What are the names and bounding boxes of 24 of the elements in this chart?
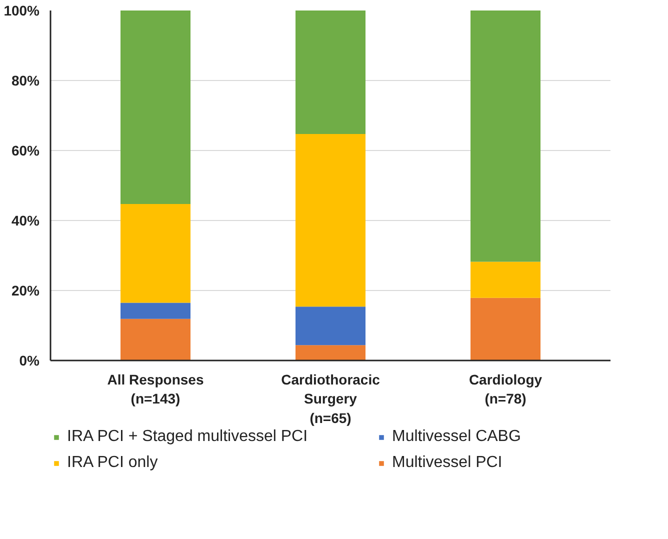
y-tick-label: 80% <box>11 72 40 88</box>
x-tick-label: Cardiology (n=78) <box>468 372 542 407</box>
bar <box>296 134 366 307</box>
y-tick-label: 40% <box>11 212 40 228</box>
legend-label: Multivessel CABG <box>392 428 522 446</box>
bar <box>296 10 366 134</box>
legend-label: Multivessel PCI <box>392 454 504 472</box>
bar <box>470 262 540 298</box>
legend-label: IRA PCI + Staged multivessel PCI <box>67 428 309 446</box>
bar <box>470 298 540 360</box>
x-tick-label: Cardiothoracic Surgery (n=65) <box>281 372 380 426</box>
bar <box>120 302 190 319</box>
x-tick-label: All Responses (n=143) <box>107 372 204 407</box>
bar <box>470 10 540 262</box>
bar <box>296 306 366 346</box>
bar <box>296 345 366 360</box>
y-tick-label: 0% <box>19 352 40 368</box>
bar <box>120 204 190 303</box>
bar <box>120 10 190 204</box>
bar <box>120 318 190 360</box>
y-tick-label: 20% <box>11 282 40 298</box>
y-tick-label: 60% <box>11 142 40 158</box>
y-tick-label: 100% <box>4 2 40 18</box>
legend-label: IRA PCI only <box>67 454 159 472</box>
